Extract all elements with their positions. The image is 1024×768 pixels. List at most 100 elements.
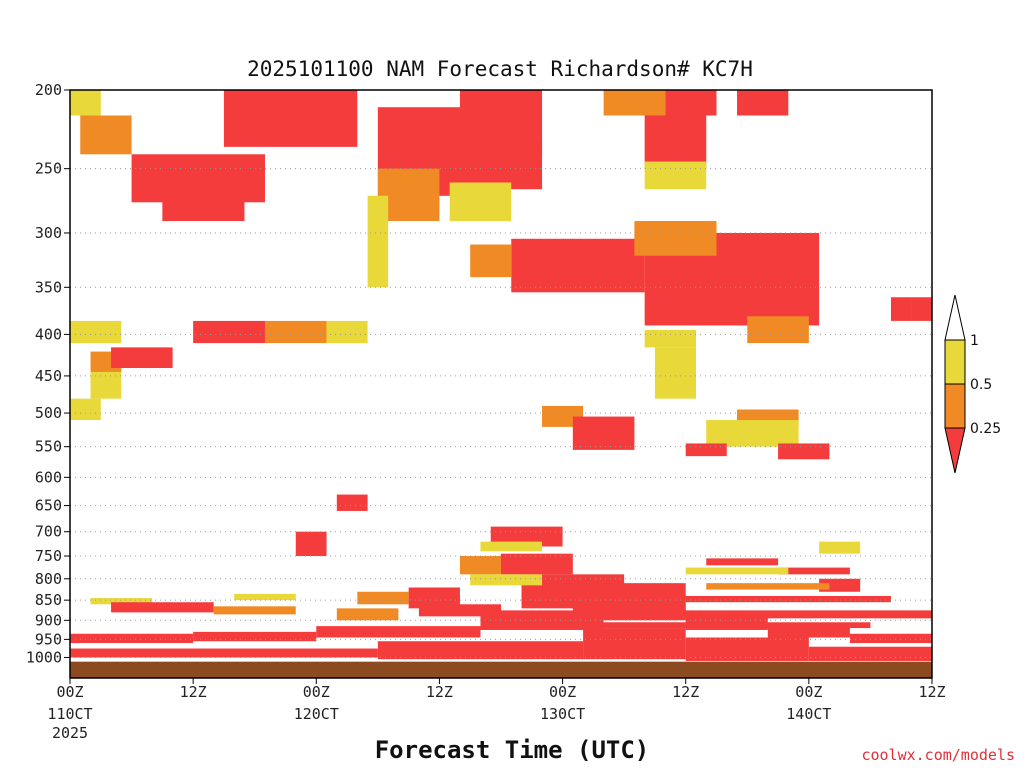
- ri-region-orange-24: [264, 320, 327, 344]
- ri-region-yellow-32: [654, 347, 696, 399]
- colorbar-low-band: [944, 383, 966, 429]
- ri-region-red-17: [644, 115, 707, 169]
- ri-region-red-22: [911, 297, 932, 321]
- y-tick-label-400: 400: [35, 325, 62, 343]
- ri-region-yellow-56: [90, 598, 153, 605]
- ri-region-red-0: [223, 90, 358, 147]
- ri-region-red-71: [685, 637, 809, 661]
- colorbar-label-0.5: 0.5: [970, 377, 992, 393]
- ri-region-red-69: [377, 641, 584, 660]
- x-tick-date-6: 140CT: [786, 705, 831, 723]
- y-tick-label-450: 450: [35, 367, 62, 385]
- ri-region-red-70: [583, 628, 686, 660]
- ri-region-orange-14: [634, 221, 717, 256]
- ri-region-red-2: [162, 195, 245, 222]
- y-tick-label-650: 650: [35, 497, 62, 515]
- y-tick-label-500: 500: [35, 404, 62, 422]
- x-tick-label-6: 00Z: [795, 683, 822, 701]
- ri-region-orange-3: [80, 115, 132, 155]
- x-tick-label-3: 12Z: [426, 683, 453, 701]
- ri-region-yellow-55: [470, 574, 543, 586]
- ri-region-red-61: [193, 631, 317, 642]
- x-tick-date-0: 110CT: [47, 705, 92, 723]
- ri-region-orange-12: [470, 244, 512, 278]
- ri-region-orange-20: [747, 316, 809, 344]
- ri-region-red-9: [490, 139, 543, 190]
- x-tick-label-2: 00Z: [303, 683, 330, 701]
- ri-region-red-19: [737, 90, 789, 116]
- ri-region-red-68: [70, 648, 378, 658]
- ri-region-red-62: [316, 626, 481, 638]
- ri-region-red-38: [778, 443, 830, 460]
- colorbar-mid-band: [944, 339, 966, 385]
- ri-region-yellow-45: [819, 541, 861, 554]
- colorbar-bottom-arrow: [944, 427, 966, 474]
- ri-region-orange-50: [336, 608, 399, 621]
- ground-bar: [70, 661, 932, 678]
- ri-region-red-1: [131, 154, 265, 203]
- ri-strip-red-0: [480, 610, 932, 619]
- y-tick-label-600: 600: [35, 468, 62, 486]
- ri-region-orange-58: [213, 606, 296, 615]
- y-tick-label-200: 200: [35, 81, 62, 99]
- colorbar-legend: 1 0.5 0.25: [944, 294, 1001, 474]
- x-tick-label-4: 00Z: [549, 683, 576, 701]
- x-tick-date-4: 130CT: [540, 705, 585, 723]
- ri-region-yellow-26: [70, 320, 122, 344]
- ri-strip-yellow-2: [685, 567, 789, 575]
- x-tick-label-1: 12Z: [180, 683, 207, 701]
- ri-region-yellow-4: [70, 90, 101, 116]
- ri-strip-red-1: [562, 622, 871, 629]
- ri-region-yellow-29: [90, 371, 122, 399]
- x-tick-date-2: 120CT: [294, 705, 339, 723]
- plot-frame: [69, 89, 933, 679]
- y-tick-label-350: 350: [35, 278, 62, 296]
- y-tick-label-900: 900: [35, 611, 62, 629]
- y-tick-label-750: 750: [35, 547, 62, 565]
- ri-region-red-37: [685, 443, 727, 457]
- y-tick-label-550: 550: [35, 438, 62, 456]
- data-cells: [70, 90, 932, 661]
- ri-region-yellow-25: [326, 320, 368, 344]
- ri-region-yellow-18: [644, 161, 707, 190]
- colorbar-label-1: 1: [970, 333, 979, 349]
- ri-region-orange-49: [357, 591, 409, 605]
- ri-region-yellow-30: [70, 398, 101, 421]
- ri-region-red-21: [890, 297, 912, 321]
- y-tick-label-1000: 1000: [26, 648, 62, 666]
- ri-region-red-46: [706, 558, 779, 566]
- ri-region-red-67: [849, 633, 932, 644]
- y-axis: 200 250 300 350 400 450 500 550 600 650 700 750 800 8…: [26, 81, 70, 666]
- ri-region-red-28: [111, 347, 173, 368]
- ri-region-red-41: [490, 526, 563, 547]
- ri-strip-orange-3: [706, 583, 830, 590]
- x-tick-label-5: 12Z: [672, 683, 699, 701]
- ri-region-red-40: [295, 531, 327, 557]
- x-tick-year-0: 2025: [52, 724, 88, 742]
- ri-region-yellow-44: [480, 541, 543, 552]
- ri-region-yellow-36: [706, 420, 799, 447]
- ri-region-red-47: [778, 567, 850, 575]
- ri-region-red-42: [501, 553, 573, 575]
- y-tick-label-250: 250: [35, 160, 62, 178]
- x-tick-label-7: 12Z: [918, 683, 945, 701]
- ri-strip-red-4: [521, 595, 891, 603]
- ri-region-yellow-7: [367, 195, 389, 288]
- y-tick-label-800: 800: [35, 570, 62, 588]
- x-axis-label: Forecast Time (UTC): [375, 736, 650, 764]
- ri-region-red-15: [665, 90, 717, 116]
- ri-region-yellow-31: [644, 329, 696, 348]
- ri-region-yellow-59: [234, 593, 296, 601]
- ri-region-yellow-10: [449, 182, 512, 222]
- ri-region-red-11: [511, 238, 645, 293]
- y-tick-label-300: 300: [35, 224, 62, 242]
- x-tick-label-0: 00Z: [56, 683, 83, 701]
- ri-region-red-72: [808, 646, 932, 661]
- y-tick-label-950: 950: [35, 630, 62, 648]
- credit-text: coolwx.com/models: [861, 746, 1015, 764]
- ri-region-red-34: [572, 416, 635, 450]
- ri-region-orange-16: [603, 90, 666, 116]
- chart-title: 2025101100 NAM Forecast Richardson# KC7H: [247, 57, 753, 81]
- colorbar-top-arrow: [944, 294, 966, 341]
